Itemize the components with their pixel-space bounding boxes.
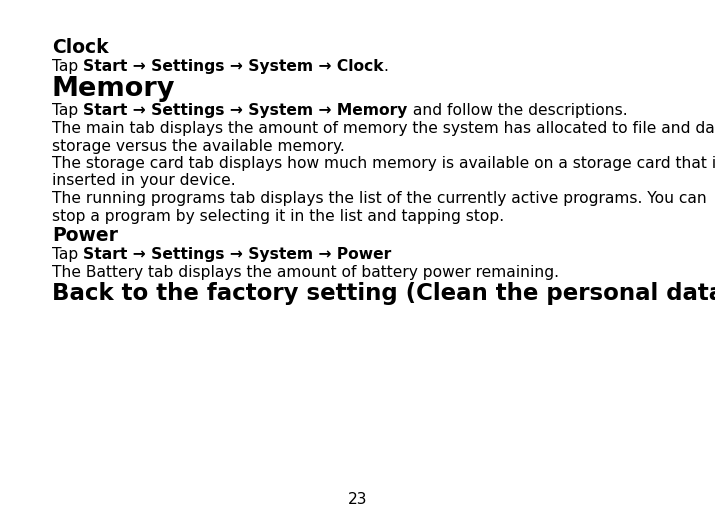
Text: The main tab displays the amount of memory the system has allocated to file and : The main tab displays the amount of memo… (52, 121, 715, 136)
Text: and follow the descriptions.: and follow the descriptions. (408, 104, 627, 118)
Text: 23: 23 (347, 492, 368, 507)
Text: storage versus the available memory.: storage versus the available memory. (52, 138, 345, 154)
Text: Tap: Tap (52, 59, 83, 74)
Text: Tap: Tap (52, 247, 83, 262)
Text: .: . (384, 59, 388, 74)
Text: Memory: Memory (52, 76, 175, 103)
Text: inserted in your device.: inserted in your device. (52, 174, 236, 188)
Text: The running programs tab displays the list of the currently active programs. You: The running programs tab displays the li… (52, 191, 706, 206)
Text: Start → Settings → System → Power: Start → Settings → System → Power (83, 247, 391, 262)
Text: Power: Power (52, 226, 118, 245)
Text: Start → Settings → System → Memory: Start → Settings → System → Memory (83, 104, 408, 118)
Text: Clock: Clock (52, 38, 109, 57)
Text: Start → Settings → System → Clock: Start → Settings → System → Clock (83, 59, 384, 74)
Text: Back to the factory setting (Clean the personal data): Back to the factory setting (Clean the p… (52, 282, 715, 305)
Text: The storage card tab displays how much memory is available on a storage card tha: The storage card tab displays how much m… (52, 156, 715, 171)
Text: The Battery tab displays the amount of battery power remaining.: The Battery tab displays the amount of b… (52, 265, 559, 279)
Text: stop a program by selecting it in the list and tapping stop.: stop a program by selecting it in the li… (52, 208, 504, 224)
Text: Tap: Tap (52, 104, 83, 118)
